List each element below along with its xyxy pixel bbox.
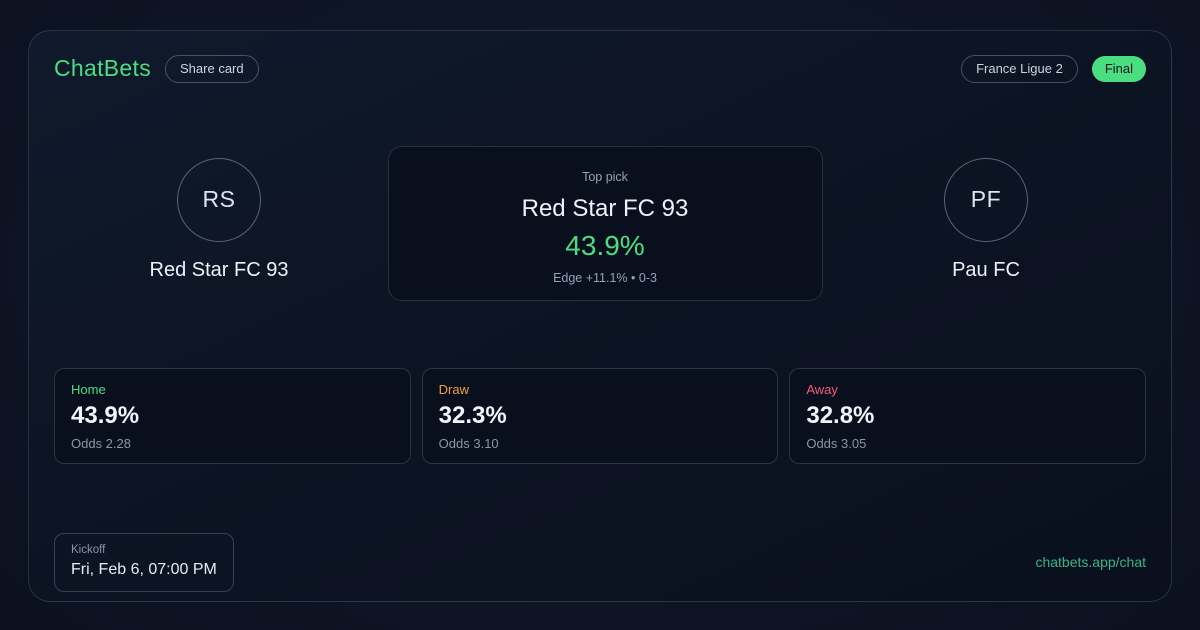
- market-home-label: Home: [71, 381, 106, 397]
- site-link[interactable]: chatbets.app/chat: [1035, 554, 1146, 571]
- teams-row: RS Red Star FC 93 Top pick Red Star FC 9…: [29, 145, 1171, 301]
- market-away: Away 32.8% Odds 3.05: [789, 367, 1147, 464]
- brand-logo: ChatBets: [54, 55, 152, 82]
- top-pick-card: Top pick Red Star FC 93 43.9% Edge +11.1…: [387, 145, 823, 301]
- home-team-avatar: RS: [177, 157, 261, 242]
- market-draw: Draw 32.3% Odds 3.10: [421, 367, 779, 464]
- markets-row: Home 43.9% Odds 2.28 Draw 32.3% Odds 3.1…: [29, 367, 1171, 464]
- card-header: ChatBets Share card France Ligue 2 Final: [29, 31, 1171, 83]
- kickoff-label: Kickoff: [71, 543, 106, 556]
- top-pick-probability: 43.9%: [565, 229, 645, 261]
- top-pick-meta: Edge +11.1% • 0-3: [553, 270, 657, 285]
- league-badge: France Ligue 2: [961, 55, 1078, 83]
- share-card-button[interactable]: Share card: [165, 55, 259, 83]
- kickoff-time: Fri, Feb 6, 07:00 PM: [71, 560, 217, 578]
- away-team-initials: PF: [970, 186, 1002, 213]
- home-team: RS Red Star FC 93: [54, 157, 384, 282]
- market-away-odds: Odds 3.05: [806, 435, 867, 451]
- home-team-name: Red Star FC 93: [149, 258, 289, 281]
- away-team-name: Pau FC: [952, 258, 1020, 281]
- bet-share-card: ChatBets Share card France Ligue 2 Final…: [28, 30, 1172, 602]
- home-team-initials: RS: [202, 186, 236, 213]
- kickoff-box: Kickoff Fri, Feb 6, 07:00 PM: [54, 532, 234, 592]
- status-badge: Final: [1091, 56, 1146, 82]
- market-home: Home 43.9% Odds 2.28: [54, 367, 411, 464]
- market-draw-odds: Odds 3.10: [438, 435, 499, 451]
- market-away-label: Away: [806, 381, 838, 397]
- market-away-probability: 32.8%: [806, 401, 875, 429]
- away-team: PF Pau FC: [826, 157, 1146, 282]
- top-pick-label: Top pick: [582, 169, 628, 184]
- card-footer: Kickoff Fri, Feb 6, 07:00 PM chatbets.ap…: [29, 532, 1171, 592]
- top-pick-team: Red Star FC 93: [521, 194, 689, 222]
- away-team-avatar: PF: [944, 157, 1028, 242]
- market-draw-label: Draw: [438, 381, 470, 397]
- market-draw-probability: 32.3%: [438, 401, 507, 429]
- market-home-odds: Odds 2.28: [71, 435, 131, 451]
- market-home-probability: 43.9%: [71, 401, 140, 429]
